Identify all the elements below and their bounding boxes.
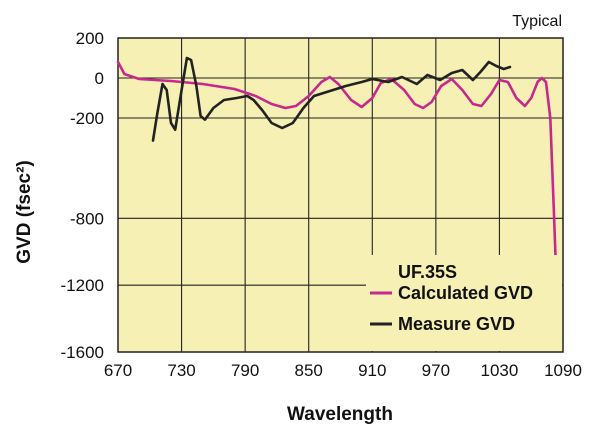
y-tick-label: 0 [95, 69, 104, 88]
x-axis-title: Wavelength [287, 404, 393, 425]
x-tick-label: 1030 [481, 361, 519, 380]
legend-label-measured: Measure GVD [398, 314, 515, 334]
typical-annotation: Typical [512, 13, 562, 30]
y-tick-label: -1200 [61, 276, 104, 295]
x-tick-labels: 670 730 790 850 910 970 1030 1090 [104, 361, 582, 380]
x-tick-label: 910 [358, 361, 386, 380]
y-tick-label: -800 [70, 209, 104, 228]
x-tick-label: 1090 [544, 361, 582, 380]
y-tick-label: -200 [70, 109, 104, 128]
y-tick-labels: 200 0 -200 -800 -1200 -1600 [61, 29, 104, 362]
y-tick-label: 200 [76, 29, 104, 48]
legend-box [366, 255, 562, 351]
series-measure-gvd-line [151, 56, 512, 142]
series-layer [116, 56, 562, 327]
y-tick-label: -1600 [61, 343, 104, 362]
y-axis-title: GVD (fsec²) [14, 160, 35, 263]
series-calculated-gvd-line [116, 60, 562, 327]
x-tick-label: 670 [104, 361, 132, 380]
x-tick-label: 730 [167, 361, 195, 380]
x-tick-label: 790 [231, 361, 259, 380]
x-tick-label: 970 [422, 361, 450, 380]
legend-label-calculated: Calculated GVD [398, 283, 533, 303]
legend-title: UF.35S [398, 262, 457, 282]
x-tick-label: 850 [295, 361, 323, 380]
